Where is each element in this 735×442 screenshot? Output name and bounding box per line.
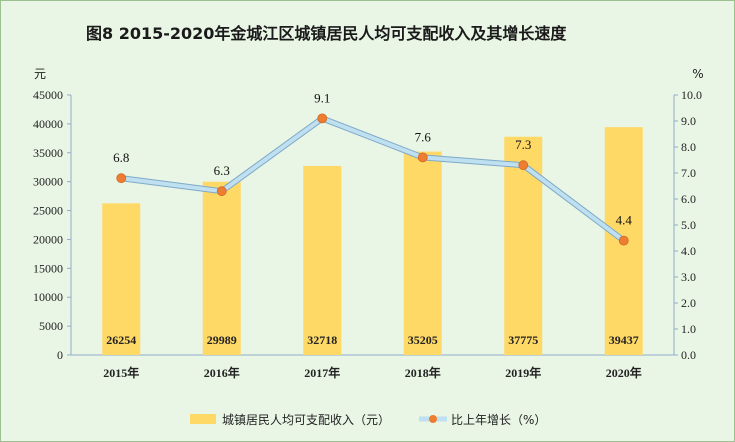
right-tick-label: 2.0 (681, 296, 696, 310)
growth-point (417, 152, 428, 163)
legend-line-label: 比上年增长（%） (451, 413, 546, 427)
right-tick-label: 6.0 (681, 192, 696, 206)
left-tick-label: 15000 (33, 261, 63, 275)
legend-bar-swatch (190, 414, 216, 424)
bar-value-label: 29989 (207, 333, 237, 347)
left-tick-label: 30000 (33, 175, 63, 189)
chart-title: 图8 2015-2020年金城江区城镇居民人均可支配收入及其增长速度 (86, 24, 567, 43)
left-tick-label: 35000 (33, 146, 63, 160)
growth-point-label: 7.6 (415, 129, 432, 144)
bar-value-label: 37775 (508, 333, 538, 347)
x-tick-label: 2016年 (204, 365, 240, 380)
growth-point (618, 235, 629, 246)
bar (403, 151, 442, 355)
right-axis-unit: % (692, 67, 703, 81)
right-tick-label: 1.0 (681, 322, 696, 336)
bar-series (102, 127, 643, 355)
right-tick-label: 5.0 (681, 218, 696, 232)
legend: 城镇居民人均可支配收入（元） 比上年增长（%） (190, 413, 546, 427)
left-tick-label: 45000 (33, 88, 63, 102)
bar (303, 165, 342, 355)
bar-value-label: 39437 (609, 333, 639, 347)
growth-point-label: 7.3 (515, 137, 531, 152)
bar-value-label: 35205 (408, 333, 438, 347)
left-axis-unit: 元 (34, 67, 46, 81)
bar-value-label: 26254 (106, 333, 136, 347)
growth-point (317, 113, 328, 124)
point-value-labels: 6.8 6.3 9.1 7.6 7.3 4.4 (113, 90, 632, 227)
growth-point-label: 4.4 (616, 213, 633, 228)
growth-point-label: 6.8 (113, 150, 129, 165)
bar-value-label: 32718 (307, 333, 337, 347)
right-tick-label: 3.0 (681, 270, 696, 284)
bar-value-labels: 26254 29989 32718 35205 37775 39437 (106, 333, 639, 347)
x-tick-label: 2019年 (505, 365, 541, 380)
right-tick-label: 10.0 (681, 88, 702, 102)
x-tick-label: 2017年 (304, 365, 340, 380)
x-tick-label: 2015年 (103, 365, 139, 380)
x-tick-label: 2020年 (606, 365, 642, 380)
line-series (116, 113, 629, 246)
growth-point-label: 6.3 (214, 163, 230, 178)
right-tick-label: 7.0 (681, 166, 696, 180)
bar (202, 181, 241, 355)
left-tick-label: 0 (57, 348, 63, 362)
x-axis-labels: 2015年 2016年 2017年 2018年 2019年 2020年 (103, 365, 642, 380)
legend-line-marker (429, 415, 437, 423)
right-axis-ticks: 0.0 1.0 2.0 3.0 4.0 5.0 6.0 7.0 8.0 9.0 10.0 (674, 88, 702, 362)
left-tick-label: 40000 (33, 117, 63, 131)
growth-point (518, 160, 529, 171)
left-tick-label: 10000 (33, 290, 63, 304)
growth-point-label: 9.1 (314, 90, 330, 105)
right-tick-label: 4.0 (681, 244, 696, 258)
growth-point (116, 173, 127, 184)
left-tick-label: 20000 (33, 232, 63, 246)
growth-point (216, 186, 227, 197)
left-axis-ticks: 0 5000 10000 15000 20000 25000 30000 35000 40000… (33, 88, 71, 362)
right-tick-label: 8.0 (681, 140, 696, 154)
right-tick-label: 9.0 (681, 114, 696, 128)
legend-bar-label: 城镇居民人均可支配收入（元） (222, 413, 390, 427)
left-tick-label: 25000 (33, 204, 63, 218)
bar (102, 203, 141, 355)
left-tick-label: 5000 (39, 319, 63, 333)
growth-line (120, 116, 625, 243)
right-tick-label: 0.0 (681, 348, 696, 362)
x-tick-label: 2018年 (405, 365, 441, 380)
